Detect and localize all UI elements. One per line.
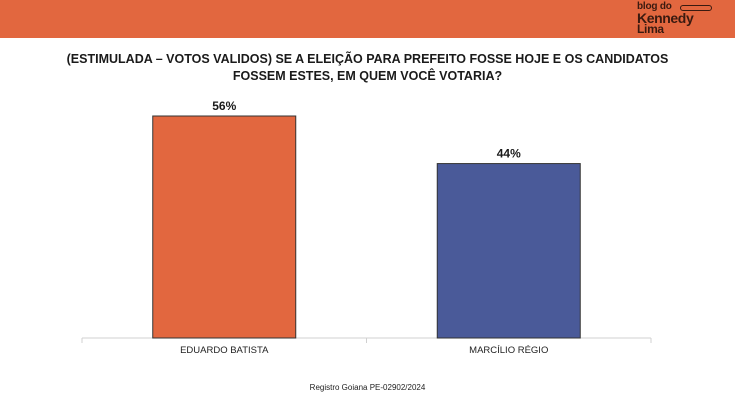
blog-logo: blog do Kennedy Lima (637, 1, 713, 37)
logo-pill-icon (680, 5, 712, 11)
bar-2 (436, 163, 581, 339)
logo-line-3: Lima (637, 22, 664, 36)
chart-title: (ESTIMULADA – VOTOS VALIDOS) SE A ELEIÇÃ… (66, 52, 669, 83)
category-label-2: MARCÍLIO RÉGIO (469, 345, 548, 356)
header-bar: blog do Kennedy Lima (0, 0, 735, 38)
logo-line-2: Kennedy (637, 10, 694, 26)
category-label-1: EDUARDO BATISTA (180, 345, 269, 356)
data-label-2: 44% (497, 147, 521, 161)
bar-1 (152, 115, 297, 339)
logo-line-1: blog do (637, 1, 672, 12)
data-label-1: 56% (212, 99, 236, 113)
poll-registration-footer: Registro Goiana PE-02902/2024 (309, 383, 426, 392)
